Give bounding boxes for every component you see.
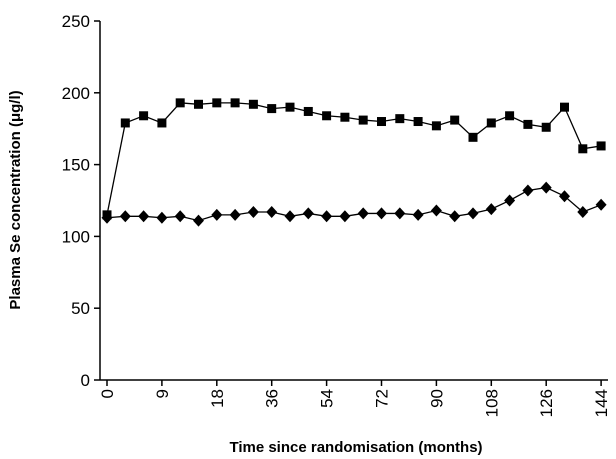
square-marker	[486, 118, 496, 128]
square-marker	[578, 144, 588, 154]
y-tick-label: 250	[62, 12, 90, 31]
square-marker	[194, 99, 203, 109]
diamond-marker	[522, 184, 534, 197]
square-marker	[560, 102, 569, 112]
x-tick-label: 108	[482, 389, 501, 417]
diamond-marker	[559, 190, 570, 203]
diamond-marker	[284, 210, 296, 223]
x-tick-label: 0	[98, 389, 117, 398]
square-marker	[139, 111, 149, 121]
diamond-marker	[193, 214, 204, 227]
diamond-marker	[339, 210, 351, 223]
diamond-marker	[138, 210, 150, 223]
square-marker	[450, 115, 460, 125]
diamond-marker	[504, 194, 516, 207]
square-marker	[377, 117, 386, 127]
diamond-marker	[321, 210, 333, 223]
diamond-marker	[211, 208, 223, 221]
diamond-marker	[302, 207, 314, 220]
diamond-marker	[266, 205, 278, 218]
diamond-marker	[119, 210, 131, 223]
diamond-marker	[449, 210, 461, 223]
square-marker	[120, 118, 130, 128]
square-marker	[175, 98, 185, 108]
y-axis-title: Plasma Se concentration (μg/l)	[7, 90, 24, 309]
square-marker	[248, 99, 258, 109]
square-marker	[596, 141, 606, 151]
y-tick-label: 0	[81, 371, 90, 390]
diamond-marker	[247, 205, 259, 218]
diamond-marker	[595, 198, 607, 211]
diamond-marker	[101, 211, 113, 224]
diamond-marker	[376, 207, 387, 220]
square-marker	[157, 118, 167, 128]
x-tick-label: 126	[537, 389, 556, 417]
x-tick-label: 18	[208, 389, 227, 408]
x-axis-title: Time since randomisation (months)	[229, 439, 482, 456]
y-tick-label: 200	[62, 84, 90, 103]
square-marker	[267, 104, 277, 114]
diamond-marker	[174, 210, 186, 223]
diamond-marker	[229, 208, 241, 221]
square-marker	[340, 112, 350, 122]
series-line	[106, 186, 602, 222]
diamond-marker	[467, 207, 479, 220]
diamond-marker	[485, 203, 497, 216]
y-tick-label: 100	[62, 227, 90, 246]
square-marker	[468, 132, 478, 142]
x-tick-label: 144	[592, 389, 611, 417]
x-tick-label: 54	[318, 389, 337, 408]
x-tick-label: 36	[263, 389, 282, 408]
x-tick-label: 72	[373, 389, 392, 408]
diamond-marker	[412, 208, 424, 221]
square-marker	[322, 111, 332, 121]
y-tick-label: 50	[71, 299, 90, 318]
square-marker	[285, 102, 295, 112]
diamond-marker	[577, 205, 589, 218]
diamond-marker	[394, 207, 406, 220]
square-marker	[212, 98, 222, 108]
square-marker	[431, 121, 441, 131]
square-marker	[230, 98, 240, 108]
x-tick-label: 9	[153, 389, 172, 398]
square-marker	[358, 115, 368, 125]
square-marker	[523, 119, 533, 129]
square-marker	[505, 111, 515, 121]
diamond-marker	[540, 181, 552, 194]
diamond-marker	[357, 207, 369, 220]
diamond-marker	[156, 211, 168, 224]
square-marker	[303, 106, 313, 116]
series-line	[106, 102, 602, 215]
square-marker	[541, 122, 551, 132]
diamond-marker	[430, 204, 442, 217]
x-tick-label: 90	[427, 389, 446, 408]
square-marker	[413, 117, 423, 127]
y-tick-label: 150	[62, 156, 90, 175]
square-marker	[395, 114, 405, 124]
